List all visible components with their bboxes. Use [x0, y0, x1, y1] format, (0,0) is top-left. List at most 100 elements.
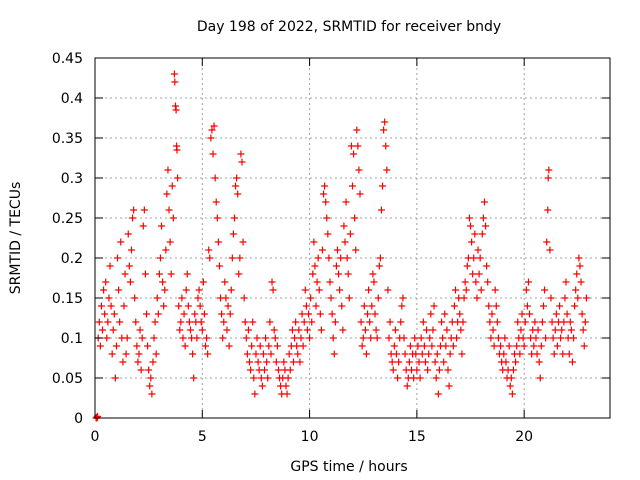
- x-tick-label: 20: [515, 429, 533, 445]
- data-point: [134, 358, 142, 366]
- data-point: [271, 334, 279, 342]
- data-point: [557, 334, 565, 342]
- data-point: [224, 302, 232, 310]
- data-point: [414, 342, 422, 350]
- data-point: [376, 254, 384, 262]
- data-point: [314, 254, 322, 262]
- data-point: [200, 310, 208, 318]
- data-point: [163, 190, 171, 198]
- data-point: [191, 310, 199, 318]
- data-point: [570, 334, 578, 342]
- data-point: [420, 342, 428, 350]
- data-point: [173, 146, 181, 154]
- data-point: [144, 342, 152, 350]
- data-point: [381, 118, 389, 126]
- data-point: [575, 254, 583, 262]
- data-point: [386, 318, 394, 326]
- data-point: [243, 350, 251, 358]
- data-point: [482, 222, 490, 230]
- data-point: [310, 238, 318, 246]
- data-point: [379, 182, 387, 190]
- data-point: [273, 342, 281, 350]
- data-point: [332, 262, 340, 270]
- data-point: [445, 382, 453, 390]
- data-point: [159, 278, 167, 286]
- data-point: [471, 230, 479, 238]
- data-point: [246, 358, 253, 366]
- data-point: [345, 294, 353, 302]
- data-point: [452, 286, 459, 294]
- data-point: [274, 366, 282, 374]
- data-point: [127, 246, 135, 254]
- data-point: [307, 294, 315, 302]
- plot-frame: [94, 57, 611, 419]
- data-point: [373, 334, 381, 342]
- data-point: [518, 310, 526, 318]
- data-point: [244, 326, 252, 334]
- data-point: [479, 214, 487, 222]
- data-point: [111, 374, 119, 382]
- data-point: [218, 310, 226, 318]
- data-point: [190, 374, 198, 382]
- data-point: [209, 150, 217, 158]
- data-point: [228, 254, 236, 262]
- data-point: [240, 294, 248, 302]
- data-point: [432, 374, 440, 382]
- data-point: [403, 382, 411, 390]
- data-point: [167, 270, 175, 278]
- data-point: [520, 342, 528, 350]
- data-point: [506, 382, 514, 390]
- data-point: [226, 310, 234, 318]
- data-point: [298, 310, 306, 318]
- data-point: [179, 334, 187, 342]
- data-point: [392, 350, 400, 358]
- data-point: [317, 326, 325, 334]
- data-point: [390, 342, 398, 350]
- x-axis-label: GPS time / hours: [290, 459, 407, 475]
- data-point: [234, 190, 242, 198]
- data-point: [359, 334, 367, 342]
- data-point: [266, 318, 274, 326]
- data-point: [202, 342, 210, 350]
- data-point: [269, 286, 277, 294]
- data-point: [183, 270, 191, 278]
- data-point: [325, 254, 333, 262]
- data-point: [467, 222, 475, 230]
- data-point: [440, 358, 448, 366]
- data-point: [395, 358, 403, 366]
- data-point: [549, 334, 557, 342]
- data-point: [320, 190, 328, 198]
- data-point: [330, 350, 338, 358]
- data-point: [305, 310, 313, 318]
- data-point: [152, 350, 160, 358]
- data-point: [99, 326, 107, 334]
- data-point: [357, 318, 365, 326]
- data-point: [238, 158, 246, 166]
- y-tick-label: 0.3: [61, 171, 83, 187]
- data-point: [434, 390, 442, 398]
- data-point: [247, 366, 255, 374]
- data-point: [223, 326, 231, 334]
- data-point: [558, 326, 566, 334]
- data-point: [493, 318, 501, 326]
- data-point: [532, 334, 540, 342]
- data-point: [547, 294, 555, 302]
- data-point: [126, 278, 134, 286]
- data-point: [484, 278, 492, 286]
- data-point: [199, 278, 207, 286]
- data-point: [297, 334, 305, 342]
- data-point: [130, 206, 138, 214]
- data-point: [541, 286, 549, 294]
- data-point: [166, 238, 174, 246]
- data-point: [175, 302, 183, 310]
- data-point: [516, 350, 524, 358]
- data-point: [563, 310, 571, 318]
- data-point: [140, 206, 148, 214]
- data-point: [397, 318, 405, 326]
- data-point: [367, 334, 375, 342]
- data-point: [205, 246, 213, 254]
- data-point: [210, 122, 218, 130]
- data-point: [473, 294, 481, 302]
- data-point: [257, 374, 265, 382]
- data-point: [487, 334, 495, 342]
